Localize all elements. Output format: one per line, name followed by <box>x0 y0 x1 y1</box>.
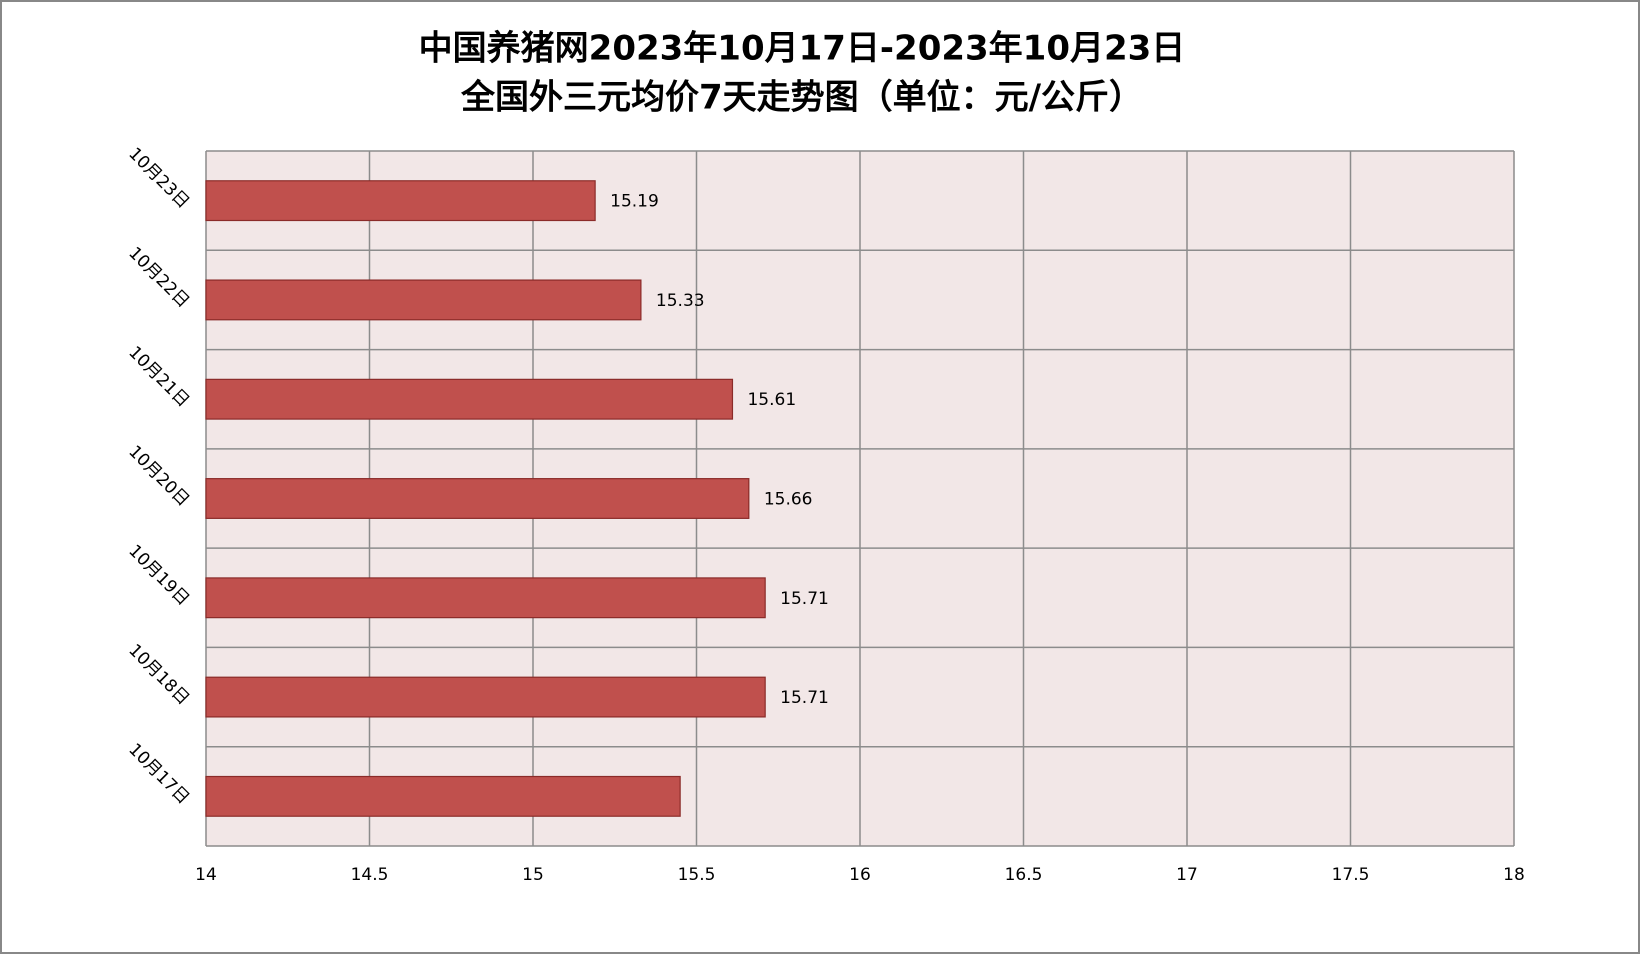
chart-title: 中国养猪网2023年10月17日-2023年10月23日 <box>419 29 1186 69</box>
x-tick-label: 14 <box>195 865 217 885</box>
data-label: 15.71 <box>780 589 829 609</box>
bar <box>205 478 750 519</box>
x-tick-label: 16.5 <box>1005 865 1043 885</box>
data-label: 15.66 <box>764 490 813 510</box>
x-tick-label: 15.5 <box>678 865 716 885</box>
data-label: 15.61 <box>747 390 796 410</box>
bar <box>205 676 766 718</box>
x-tick-label: 17.5 <box>1332 865 1370 885</box>
data-label: 15.71 <box>780 688 829 708</box>
bar <box>205 279 642 321</box>
x-tick-label: 16 <box>849 865 871 885</box>
bar <box>205 180 596 222</box>
bar <box>205 775 681 817</box>
chart-title: 全国外三元均价7天走势图（单位：元/公斤） <box>460 78 1143 118</box>
x-tick-label: 15 <box>522 865 544 885</box>
x-tick-label: 18 <box>1503 865 1525 885</box>
data-label: 15.19 <box>610 192 659 212</box>
bar <box>205 378 734 420</box>
x-tick-label: 14.5 <box>351 865 389 885</box>
data-label: 15.33 <box>656 291 705 311</box>
x-tick-label: 17 <box>1176 865 1198 885</box>
bar <box>205 577 766 619</box>
